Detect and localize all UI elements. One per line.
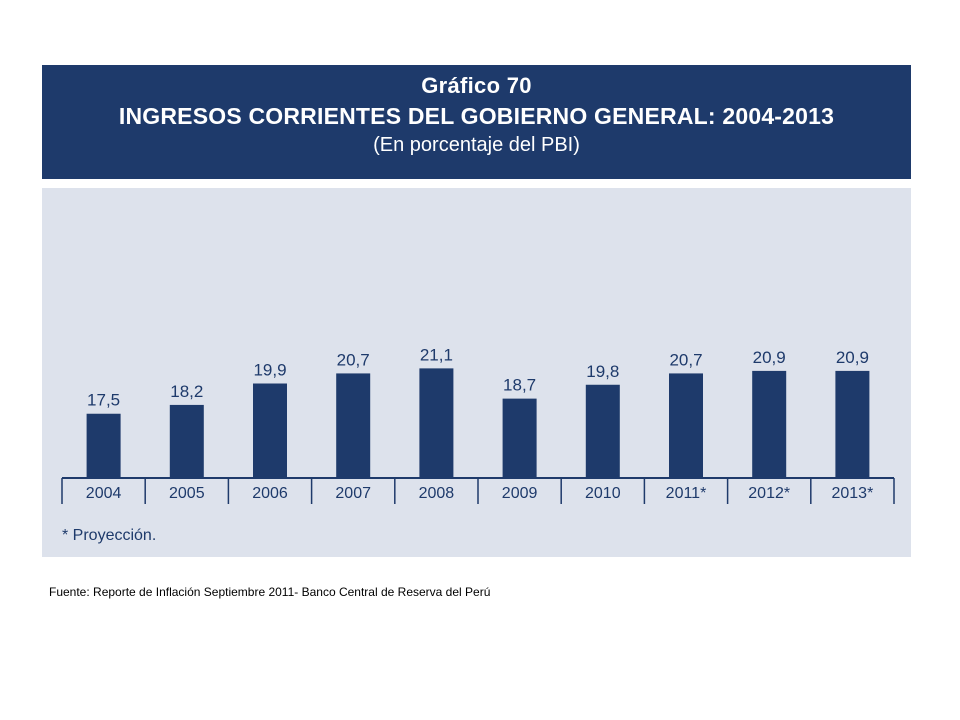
bar [86, 413, 121, 478]
x-tick-label: 2010 [585, 485, 621, 502]
x-tick-label: 2008 [419, 485, 455, 502]
chart-subtitle: (En porcentaje del PBI) [373, 134, 580, 156]
chart-number: Gráfico 70 [421, 73, 532, 98]
chart-header: Gráfico 70 INGRESOS CORRIENTES DEL GOBIE… [42, 65, 911, 179]
bar-value-label: 20,9 [753, 348, 786, 367]
x-tick-label: 2005 [169, 485, 205, 502]
source-note: Fuente: Reporte de Inflación Septiembre … [49, 585, 491, 599]
bar-value-label: 20,7 [669, 350, 702, 369]
x-tick-label: 2004 [86, 485, 122, 502]
x-tick-label: 2006 [252, 485, 288, 502]
x-tick-label: 2011* [666, 485, 707, 502]
x-tick-label: 2007 [335, 485, 371, 502]
bar-value-label: 19,8 [586, 362, 619, 381]
x-tick-label: 2009 [502, 485, 538, 502]
bar-value-label: 21,1 [420, 345, 453, 364]
bar-chart: 17,5 2004 18,2 2005 19,9 2006 20,7 2007 21,1 2008… [61, 345, 895, 504]
bar [502, 398, 537, 478]
bar [669, 373, 703, 478]
bar [585, 384, 620, 478]
chart-title: INGRESOS CORRIENTES DEL GOBIERNO GENERAL… [118, 103, 835, 129]
bar [752, 370, 787, 478]
bar [169, 404, 204, 478]
x-tick-label: 2012* [748, 485, 790, 502]
bar-value-label: 17,5 [87, 391, 120, 410]
bar [419, 368, 454, 478]
bar-value-label: 20,9 [836, 348, 869, 367]
bar [835, 370, 870, 478]
bar-value-label: 18,2 [170, 382, 203, 401]
bar-value-label: 20,7 [337, 350, 370, 369]
bar-value-label: 18,7 [503, 376, 536, 395]
bar-value-label: 19,9 [253, 361, 286, 380]
bar [336, 373, 371, 478]
x-tick-label: 2013* [831, 485, 873, 502]
chart-panel: 17,5 2004 18,2 2005 19,9 2006 20,7 2007 21,1 2008… [42, 188, 911, 557]
projection-footnote: * Proyección. [62, 527, 157, 544]
bar [253, 383, 287, 478]
